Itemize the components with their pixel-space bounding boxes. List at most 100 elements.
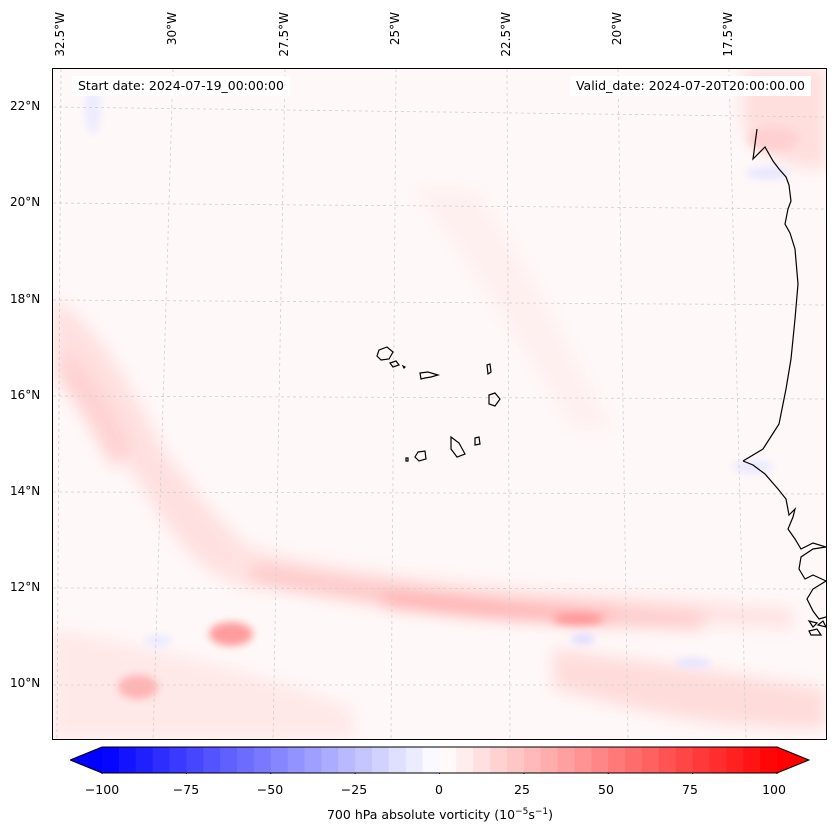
colorbar-segment xyxy=(220,747,238,773)
positive-band-core xyxy=(383,594,613,621)
colorbar-segment xyxy=(439,747,457,773)
colorbar-segment xyxy=(388,747,407,773)
negative-patch-1 xyxy=(571,634,595,644)
colorbar-segment xyxy=(675,747,694,773)
colorbar-segment xyxy=(726,747,744,773)
colorbar-segment xyxy=(523,747,542,773)
colorbar-tick-label: 100 xyxy=(762,782,786,797)
colorbar-segment xyxy=(169,747,187,773)
lat-label-14n: 14°N xyxy=(10,484,41,498)
colorbar-extend-high xyxy=(777,747,809,773)
colorbar-segment xyxy=(642,747,660,773)
map-plot-area xyxy=(52,68,827,740)
negative-patch-5 xyxy=(733,461,773,473)
lon-label-27-5w: 27.5°W xyxy=(277,12,291,57)
negative-patch-3 xyxy=(144,635,172,647)
negative-patch-6 xyxy=(85,84,101,134)
colorbar-segment xyxy=(152,747,170,773)
lat-label-12n: 12°N xyxy=(10,580,41,594)
lon-label-32-5w: 32.5°W xyxy=(53,12,67,57)
start-date-label: Start date: 2024-07-19_00:00:00 xyxy=(72,76,290,96)
positive-region-west-inner xyxy=(58,349,133,469)
colorbar-segment xyxy=(608,747,626,773)
colorbar-segment xyxy=(422,747,440,773)
positive-region-west xyxy=(53,299,253,589)
island-santo-antao xyxy=(376,346,394,361)
colorbar-segment xyxy=(540,747,559,773)
colorbar-segment xyxy=(237,747,255,773)
island-sao-nicolau xyxy=(419,371,441,380)
colorbar-segment xyxy=(118,747,137,773)
colorbar-segment xyxy=(507,747,525,773)
colorbar-tick-label: 50 xyxy=(598,782,614,797)
colorbar-segment xyxy=(372,747,390,773)
colorbar-segment xyxy=(557,747,575,773)
colorbar-segment xyxy=(304,747,322,773)
negative-patch-2 xyxy=(675,658,711,668)
lon-label-22-5w: 22.5°W xyxy=(499,12,513,57)
island-maio xyxy=(474,436,481,446)
lat-label-22n: 22°N xyxy=(10,99,41,113)
positive-region-se xyxy=(553,649,826,729)
colorbar-segment xyxy=(405,747,424,773)
colorbar-segment xyxy=(203,747,221,773)
colorbar-tick-label: 25 xyxy=(514,782,530,797)
colorbar xyxy=(70,746,810,774)
colorbar-segment xyxy=(591,747,609,773)
positive-patch-ne xyxy=(748,127,798,151)
colorbar-segment xyxy=(253,747,272,773)
coastline-senegal xyxy=(742,460,826,550)
vorticity-shading xyxy=(53,69,826,739)
colorbar-tick-label: −100 xyxy=(84,782,120,797)
colorbar-segment xyxy=(456,747,474,773)
vorticity-max-southwest xyxy=(118,675,158,699)
colorbar-segment xyxy=(102,747,120,773)
colorbar-segments xyxy=(70,747,809,773)
colorbar-segment xyxy=(760,747,778,773)
colorbar-segment xyxy=(743,747,761,773)
lat-label-18n: 18°N xyxy=(10,292,41,306)
lon-label-20w: 20°W xyxy=(610,12,624,46)
positive-band-north xyxy=(223,539,793,629)
african-coastline xyxy=(742,128,826,636)
colorbar-segment xyxy=(658,747,677,773)
island-sal xyxy=(486,363,492,376)
negative-patch-4 xyxy=(746,167,790,179)
coastline-mauritania xyxy=(742,128,799,462)
colorbar-tick-label: −25 xyxy=(340,782,368,797)
island-boa-vista xyxy=(488,392,501,407)
colorbar-segment xyxy=(473,747,491,773)
island-santiago xyxy=(450,435,466,458)
colorbar-segment xyxy=(186,747,204,773)
coastline-guinea-bissau xyxy=(806,580,826,620)
colorbar-tick-label: −75 xyxy=(172,782,200,797)
colorbar-segment xyxy=(321,747,339,773)
positive-region-south xyxy=(53,629,353,739)
colorbar-tick-label: 0 xyxy=(435,782,443,797)
valid-date-label: Valid_date: 2024-07-20T20:00:00.00 xyxy=(569,76,811,96)
colorbar-tick-label: 75 xyxy=(682,782,698,797)
vorticity-max-band xyxy=(553,613,603,625)
island-santa-luzia xyxy=(401,364,407,370)
gridlines xyxy=(53,69,826,739)
colorbar-extend-low xyxy=(70,747,102,773)
colorbar-segment xyxy=(270,747,289,773)
colorbar-segment xyxy=(692,747,710,773)
colorbar-segment xyxy=(338,747,356,773)
vorticity-max-west xyxy=(209,622,253,646)
colorbar-segment xyxy=(709,747,727,773)
island-sao-vicente xyxy=(389,360,400,368)
colorbar-segment xyxy=(574,747,592,773)
lat-label-16n: 16°N xyxy=(10,388,41,402)
lon-label-17-5w: 17.5°W xyxy=(721,12,735,57)
lat-label-10n: 10°N xyxy=(10,676,41,690)
colorbar-label: 700 hPa absolute vorticity (10−5s−1) xyxy=(326,807,553,823)
positive-region-central xyxy=(413,189,613,429)
lon-label-30w: 30°W xyxy=(165,12,179,46)
coastline-gambia-guinea xyxy=(798,546,826,582)
island-fogo xyxy=(414,450,427,462)
colorbar-segment xyxy=(625,747,643,773)
bijagos-islands xyxy=(807,620,826,636)
colorbar-tick-label: −50 xyxy=(256,782,284,797)
lat-label-20n: 20°N xyxy=(10,195,41,209)
